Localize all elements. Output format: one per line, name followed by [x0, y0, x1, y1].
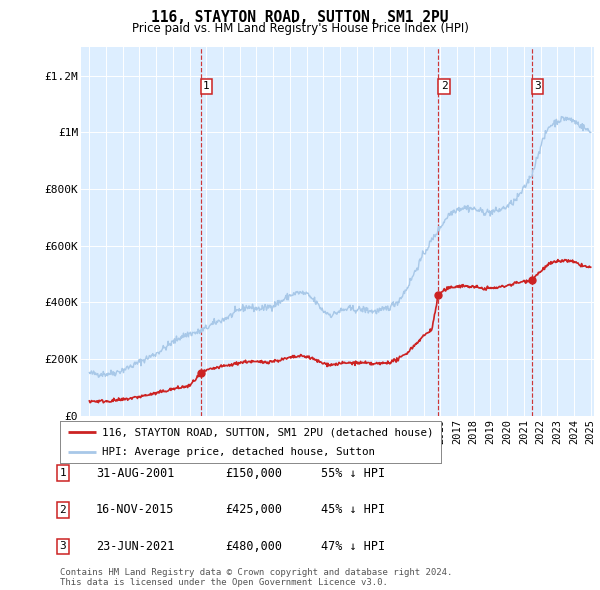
Text: 1: 1 — [203, 81, 210, 91]
Text: 55% ↓ HPI: 55% ↓ HPI — [321, 467, 385, 480]
Text: 1: 1 — [59, 468, 67, 478]
Text: 23-JUN-2021: 23-JUN-2021 — [96, 540, 175, 553]
Text: £480,000: £480,000 — [225, 540, 282, 553]
Text: £425,000: £425,000 — [225, 503, 282, 516]
Text: Price paid vs. HM Land Registry's House Price Index (HPI): Price paid vs. HM Land Registry's House … — [131, 22, 469, 35]
Text: 2: 2 — [59, 505, 67, 514]
Text: 116, STAYTON ROAD, SUTTON, SM1 2PU (detached house): 116, STAYTON ROAD, SUTTON, SM1 2PU (deta… — [102, 427, 433, 437]
Text: 3: 3 — [59, 542, 67, 551]
Text: 31-AUG-2001: 31-AUG-2001 — [96, 467, 175, 480]
Text: 45% ↓ HPI: 45% ↓ HPI — [321, 503, 385, 516]
Text: Contains HM Land Registry data © Crown copyright and database right 2024.
This d: Contains HM Land Registry data © Crown c… — [60, 568, 452, 587]
Text: HPI: Average price, detached house, Sutton: HPI: Average price, detached house, Sutt… — [102, 447, 375, 457]
Text: 2: 2 — [441, 81, 448, 91]
Text: 116, STAYTON ROAD, SUTTON, SM1 2PU: 116, STAYTON ROAD, SUTTON, SM1 2PU — [151, 10, 449, 25]
Text: 3: 3 — [534, 81, 541, 91]
Text: 16-NOV-2015: 16-NOV-2015 — [96, 503, 175, 516]
Text: £150,000: £150,000 — [225, 467, 282, 480]
Text: 47% ↓ HPI: 47% ↓ HPI — [321, 540, 385, 553]
